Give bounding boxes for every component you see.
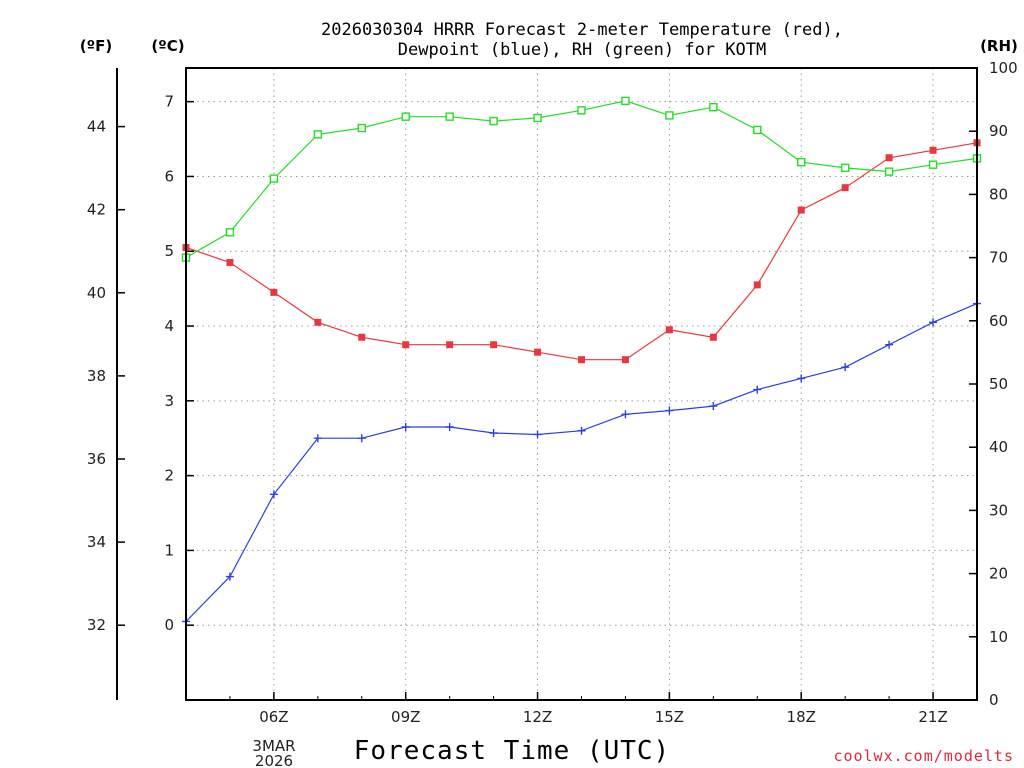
temperature-point [929,146,937,154]
rh-point [445,112,454,121]
rh-point [840,163,850,173]
temperature-point [402,341,410,349]
dewpoint-point [621,410,630,419]
date-label-year: 2026 [255,752,293,768]
dewpoint-point [885,340,894,349]
temperature-point [797,206,805,214]
rh-point [621,96,630,106]
fahrenheit-tick-label: 34 [87,533,106,551]
dewpoint-point [841,363,850,372]
rh-point [797,157,806,167]
temperature-point [841,184,849,192]
celsius-tick-label: 1 [164,541,174,559]
fahrenheit-tick-label: 42 [87,201,106,219]
axes: 06Z 09Z 12Z 15Z 18Z 21Z0123456732343638404244… [87,59,1018,726]
dewpoint-point [797,374,806,383]
x-axis-title: Forecast Time (UTC) [354,736,670,766]
temperature-point [753,281,761,289]
temperature-point [226,258,234,266]
rh-unit-label: (RH) [980,37,1018,55]
rh-tick-label: 80 [989,185,1008,203]
rh-tick-label: 90 [989,122,1008,140]
rh-point [928,160,938,169]
rh-point [357,123,366,133]
dewpoint-point [489,428,498,437]
dewpoint-point [401,423,410,432]
x-tick-label: 09Z [391,708,420,726]
x-tick-label: 21Z [918,708,947,726]
temperature-point [665,326,673,334]
credit-text: coolwx.com/modelts [833,747,1014,765]
rh-point [269,174,279,183]
celsius-tick-label: 6 [164,167,174,185]
rh-point [884,167,894,176]
rh-point [753,125,762,135]
rh-tick-label: 60 [989,312,1008,330]
x-tick-label: 15Z [655,708,684,726]
rh-tick-label: 40 [989,438,1008,456]
fahrenheit-unit-label: (ºF) [80,37,112,55]
temperature-point [446,341,454,349]
dewpoint-point [533,430,542,439]
rh-point [313,130,323,139]
celsius-tick-label: 5 [164,242,174,260]
rh-point [709,102,718,112]
dewpoint-point [225,572,234,581]
dewpoint-point [709,402,718,411]
rh-point [577,106,586,115]
dewpoint-point [269,490,278,499]
fahrenheit-tick-label: 40 [87,284,106,302]
chart-title-line1: 2026030304 HRRR Forecast 2-meter Tempera… [321,20,843,40]
rh-point [489,116,498,126]
rh-tick-label: 70 [989,249,1008,267]
date-label-month: 3MAR [252,737,295,755]
dewpoint-point [929,318,938,327]
dewpoint-point [753,385,762,394]
temperature-point [490,341,498,349]
celsius-tick-label: 4 [164,317,174,335]
dewpoint-point [445,423,454,432]
rh-point [401,112,410,121]
rh-tick-label: 30 [989,501,1008,519]
temperature-point [270,288,278,296]
x-tick-label: 06Z [259,708,288,726]
plot-frame [185,67,978,701]
dewpoint-point [665,406,674,415]
temperature-point [314,318,322,326]
celsius-tick-label: 7 [164,93,174,111]
series-layer [181,96,982,626]
x-tick-label: 12Z [523,708,552,726]
temperature-point [709,333,717,341]
dewpoint-line [185,303,978,622]
dewpoint-point [357,434,366,443]
fahrenheit-tick-label: 44 [87,118,106,136]
celsius-tick-label: 3 [164,392,174,410]
temperature-point [621,356,629,364]
rh-tick-label: 50 [989,375,1008,393]
rh-point [533,113,542,123]
celsius-unit-label: (ºC) [151,37,184,55]
temperature-point [358,333,366,341]
celsius-tick-label: 0 [164,616,174,634]
chart-title-line2: Dewpoint (blue), RH (green) for KOTM [398,40,766,60]
celsius-tick-label: 2 [164,467,174,485]
fahrenheit-tick-label: 32 [87,616,106,634]
fahrenheit-tick-label: 38 [87,367,106,385]
x-tick-label: 18Z [787,708,816,726]
dewpoint-point [577,426,586,435]
rh-tick-label: 0 [989,691,999,709]
rh-tick-label: 20 [989,565,1008,583]
temperature-point [578,356,585,364]
rh-point [225,228,235,237]
temperature-point [885,154,893,162]
temperature-point [534,348,542,356]
dewpoint-point [313,434,322,443]
rh-tick-label: 10 [989,628,1008,646]
fahrenheit-tick-label: 36 [87,450,106,468]
rh-tick-label: 100 [989,59,1018,77]
rh-point [665,111,674,120]
grid-lines [186,68,977,700]
